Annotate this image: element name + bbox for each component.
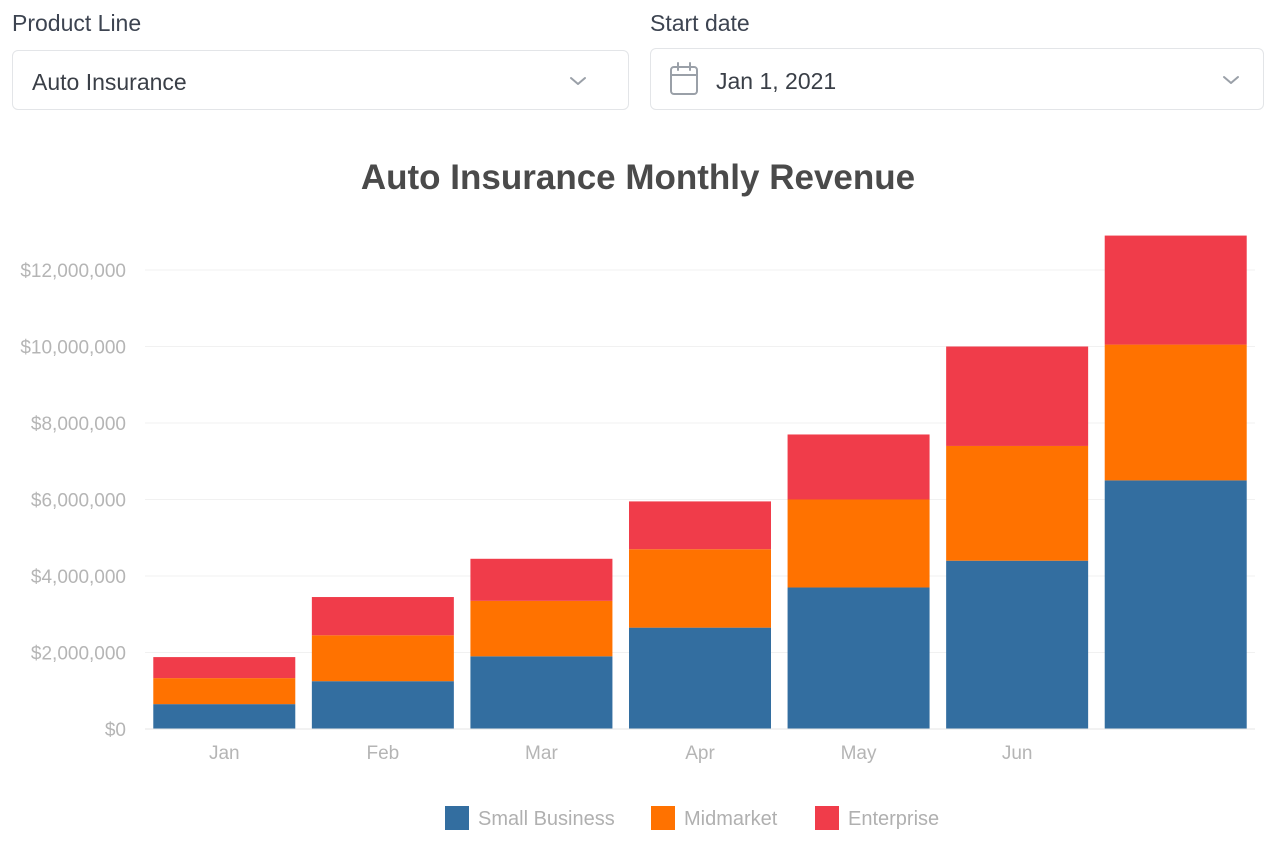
legend: Small Business Midmarket Enterprise (445, 806, 939, 830)
bar-midmarket (629, 549, 771, 628)
bar-midmarket (153, 678, 296, 705)
y-tick-label: $6,000,000 (31, 491, 126, 512)
legend-swatch (815, 806, 839, 830)
start-date-select[interactable]: Jan 1, 2021 (650, 48, 1264, 110)
bar-midmarket (787, 499, 930, 588)
x-axis: Jan Feb Mar Apr May Jun (209, 743, 1032, 764)
start-date-label: Start date (650, 10, 750, 36)
x-tick-label: Apr (685, 743, 715, 764)
x-tick-label: May (841, 743, 877, 764)
x-tick-label: Jun (1002, 743, 1033, 764)
y-tick-label: $2,000,000 (31, 644, 126, 665)
x-tick-label: Jan (209, 743, 240, 764)
bar-enterprise (153, 657, 296, 679)
product-line-select[interactable]: Auto Insurance (12, 50, 629, 110)
chart-title: Auto Insurance Monthly Revenue (360, 158, 916, 197)
bar-small-business (629, 627, 771, 729)
bar-enterprise (629, 501, 771, 550)
bar-enterprise (470, 558, 613, 601)
bar-midmarket (946, 445, 1089, 561)
bar-midmarket (1104, 344, 1247, 481)
bar-enterprise (311, 597, 454, 636)
y-tick-label: $10,000,000 (20, 338, 126, 359)
start-date-value: Jan 1, 2021 (716, 68, 837, 94)
legend-label: Small Business (478, 808, 615, 830)
product-line-value: Auto Insurance (32, 69, 187, 95)
bar-small-business (470, 656, 613, 729)
y-tick-label: $0 (105, 720, 126, 741)
chevron-down-icon (1223, 76, 1239, 84)
bar-small-business (1104, 480, 1247, 729)
bar-midmarket (470, 600, 613, 657)
bar-small-business (946, 560, 1089, 729)
bars (145, 235, 1255, 730)
bar-enterprise (1104, 235, 1247, 345)
legend-label: Midmarket (684, 808, 778, 830)
chevron-down-icon (570, 77, 586, 85)
bar-enterprise (787, 434, 930, 500)
bar-midmarket (311, 635, 454, 682)
y-tick-label: $12,000,000 (20, 261, 126, 282)
bar-small-business (787, 587, 930, 729)
x-tick-label: Feb (366, 743, 399, 764)
product-line-label: Product Line (12, 10, 142, 36)
legend-swatch (651, 806, 675, 830)
legend-label: Enterprise (848, 808, 939, 830)
y-tick-label: $8,000,000 (31, 414, 126, 435)
x-tick-label: Mar (525, 743, 558, 764)
calendar-icon (670, 62, 698, 95)
legend-swatch (445, 806, 469, 830)
y-axis: $0 $2,000,000 $4,000,000 $6,000,000 $8,000,0… (20, 261, 126, 741)
bar-enterprise (946, 346, 1089, 446)
y-tick-label: $4,000,000 (31, 567, 126, 588)
bar-small-business (311, 681, 454, 729)
bar-small-business (153, 704, 296, 729)
